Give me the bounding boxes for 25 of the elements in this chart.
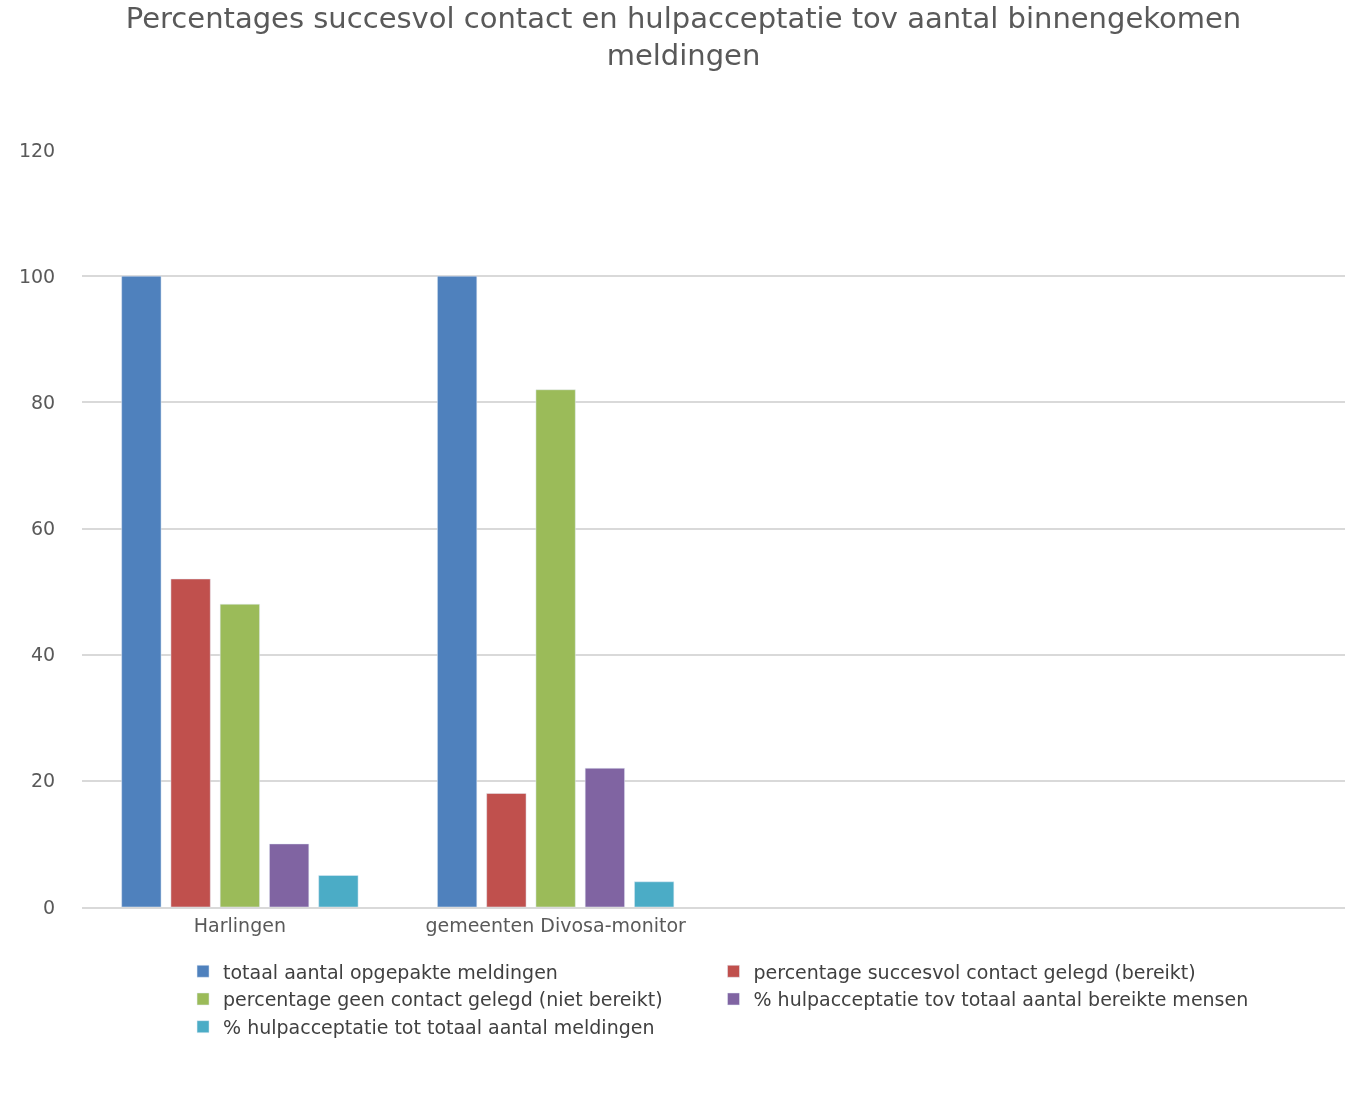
legend-label: % hulpacceptatie tot totaal aantal meldingen <box>223 1016 655 1039</box>
bar <box>170 578 211 907</box>
y-tick-label: 60 <box>31 517 56 540</box>
y-tick-label: 20 <box>31 769 56 792</box>
legend-label: % hulpacceptatie tov totaal aantal bereikte mensen <box>753 988 1249 1011</box>
y-tick-label: 0 <box>43 895 56 918</box>
y-tick-label: 40 <box>31 643 56 666</box>
bar <box>634 881 675 907</box>
bar <box>269 843 310 907</box>
bar <box>121 275 162 907</box>
bar <box>219 603 260 907</box>
y-tick-label: 80 <box>31 390 56 413</box>
y-tick-label: 100 <box>18 264 56 287</box>
x-tick-label: Harlingen <box>193 913 286 936</box>
legend-label: percentage succesvol contact gelegd (bereikt) <box>753 960 1196 983</box>
bar <box>584 767 625 907</box>
legend-label: totaal aantal opgepakte meldingen <box>223 960 558 983</box>
bar <box>486 793 527 907</box>
x-tick-label: gemeenten Divosa-monitor <box>425 913 687 936</box>
bar <box>318 875 359 907</box>
bar <box>437 275 478 907</box>
y-tick-label: 120 <box>18 138 56 161</box>
bar <box>535 389 576 907</box>
chart-title: Percentages succesvol contact en hulpacceptatie tov aantal binnengekomen meldingen <box>125 0 1242 73</box>
legend-label: percentage geen contact gelegd (niet bereikt) <box>223 988 663 1011</box>
